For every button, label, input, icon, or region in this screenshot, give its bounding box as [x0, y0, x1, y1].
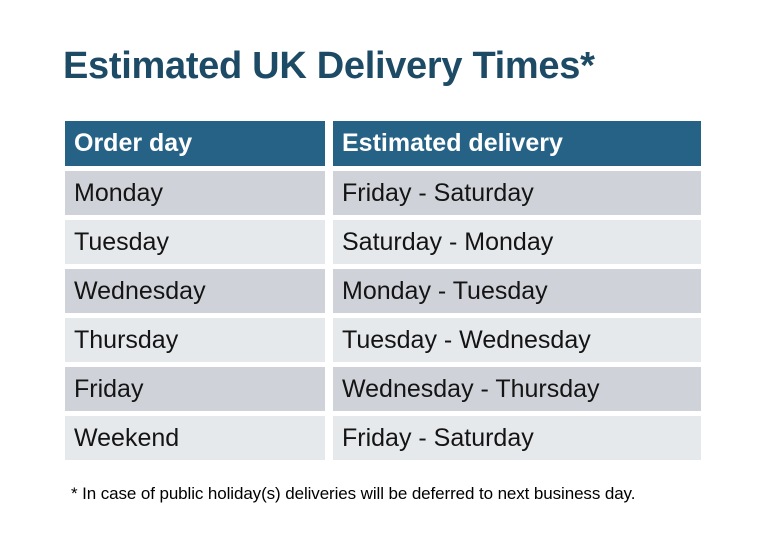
cell-order-day: Weekend: [65, 416, 325, 460]
cell-estimated-delivery: Friday - Saturday: [333, 416, 701, 460]
cell-order-day: Friday: [65, 367, 325, 411]
cell-order-day: Thursday: [65, 318, 325, 362]
page-title: Estimated UK Delivery Times*: [63, 45, 595, 87]
cell-estimated-delivery: Tuesday - Wednesday: [333, 318, 701, 362]
cell-estimated-delivery: Wednesday - Thursday: [333, 367, 701, 411]
cell-order-day: Tuesday: [65, 220, 325, 264]
cell-order-day: Monday: [65, 171, 325, 215]
footnote: * In case of public holiday(s) deliverie…: [71, 484, 636, 503]
cell-estimated-delivery: Friday - Saturday: [333, 171, 701, 215]
delivery-times-table: Order day Estimated delivery Monday Frid…: [65, 121, 701, 460]
cell-estimated-delivery: Saturday - Monday: [333, 220, 701, 264]
cell-estimated-delivery: Monday - Tuesday: [333, 269, 701, 313]
column-header-order-day: Order day: [65, 121, 325, 166]
column-header-estimated-delivery: Estimated delivery: [333, 121, 701, 166]
cell-order-day: Wednesday: [65, 269, 325, 313]
